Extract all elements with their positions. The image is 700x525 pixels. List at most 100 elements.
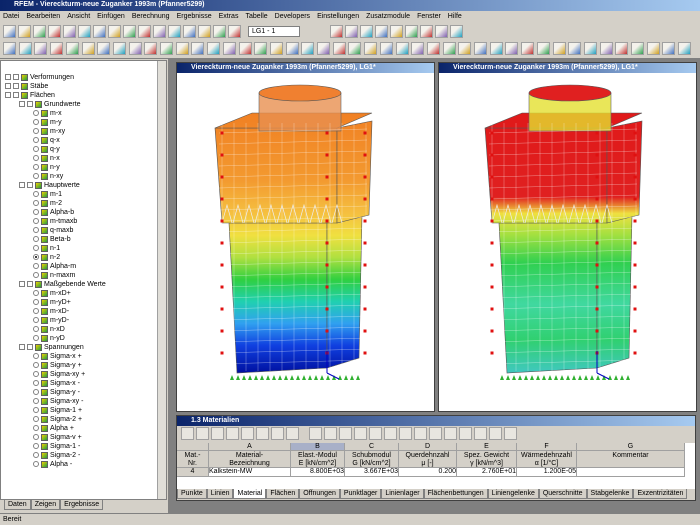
- table-tab[interactable]: Querschnitte: [538, 489, 587, 499]
- toolbar-button[interactable]: [78, 25, 91, 38]
- menu-item[interactable]: Ansicht: [67, 13, 91, 20]
- menu-item[interactable]: Einstellungen: [317, 13, 360, 20]
- toolbar-button[interactable]: [330, 25, 343, 38]
- table-button[interactable]: [286, 427, 299, 440]
- toolbar-button[interactable]: [63, 25, 76, 38]
- toolbar-button[interactable]: [207, 42, 221, 55]
- table-button[interactable]: [241, 427, 254, 440]
- tree-item[interactable]: Sigma-2 -: [33, 451, 80, 460]
- toolbar-button[interactable]: [332, 42, 346, 55]
- toolbar-button[interactable]: [390, 25, 403, 38]
- table-button[interactable]: [369, 427, 382, 440]
- menu-item[interactable]: Einfügen: [97, 13, 125, 20]
- toolbar-button[interactable]: [505, 42, 519, 55]
- table-button[interactable]: [226, 427, 239, 440]
- toolbar-button[interactable]: [50, 42, 64, 55]
- toolbar-button[interactable]: [285, 42, 299, 55]
- tree-item[interactable]: m-y: [33, 118, 62, 127]
- table-button[interactable]: [324, 427, 337, 440]
- toolbar-button[interactable]: [34, 42, 48, 55]
- table-button[interactable]: [444, 427, 457, 440]
- tree-item[interactable]: n-1: [33, 244, 60, 253]
- tree-group[interactable]: Maßgebende Werte: [19, 280, 106, 289]
- toolbar-button[interactable]: [536, 42, 550, 55]
- toolbar-button[interactable]: [144, 42, 158, 55]
- table-button[interactable]: [474, 427, 487, 440]
- toolbar-button[interactable]: [364, 42, 378, 55]
- tree-item[interactable]: n-2: [33, 253, 60, 262]
- toolbar-button[interactable]: [489, 42, 503, 55]
- tree-group[interactable]: Hauptwerte: [19, 181, 80, 190]
- toolbar-button[interactable]: [568, 42, 582, 55]
- table-button[interactable]: [414, 427, 427, 440]
- table-button[interactable]: [399, 427, 412, 440]
- toolbar-button[interactable]: [458, 42, 472, 55]
- table-button[interactable]: [211, 427, 224, 440]
- load-case-combo[interactable]: LG1 - 1: [248, 26, 300, 37]
- table-button[interactable]: [504, 427, 517, 440]
- menu-item[interactable]: Developers: [274, 13, 311, 20]
- toolbar-button[interactable]: [450, 25, 463, 38]
- toolbar-button[interactable]: [213, 25, 226, 38]
- toolbar-button[interactable]: [238, 42, 252, 55]
- toolbar-button[interactable]: [18, 42, 32, 55]
- scrollbar[interactable]: [157, 61, 166, 499]
- table-button[interactable]: [196, 427, 209, 440]
- tree-item[interactable]: Alpha-b: [33, 208, 74, 217]
- toolbar-button[interactable]: [552, 42, 566, 55]
- menu-item[interactable]: Berechnung: [131, 13, 170, 20]
- tree-item[interactable]: m-2: [33, 199, 62, 208]
- tree-node[interactable]: Flächen: [5, 91, 55, 100]
- toolbar-button[interactable]: [18, 25, 31, 38]
- toolbar-button[interactable]: [128, 42, 142, 55]
- toolbar-button[interactable]: [112, 42, 126, 55]
- toolbar-button[interactable]: [395, 42, 409, 55]
- table-tab[interactable]: Öffnungen: [299, 489, 340, 499]
- table-tab[interactable]: Material: [233, 489, 267, 499]
- toolbar-button[interactable]: [3, 42, 16, 55]
- toolbar-button[interactable]: [3, 25, 16, 38]
- toolbar-button[interactable]: [168, 25, 181, 38]
- table-tab[interactable]: Punkte: [177, 489, 207, 499]
- toolbar-button[interactable]: [138, 25, 151, 38]
- table-button[interactable]: [339, 427, 352, 440]
- tree-item[interactable]: Alpha +: [33, 424, 74, 433]
- tree-item[interactable]: Sigma-x -: [33, 379, 80, 388]
- tree-item[interactable]: q-y: [33, 145, 60, 154]
- tree-item[interactable]: n-x: [33, 154, 60, 163]
- tree-item[interactable]: m-xD-: [33, 307, 69, 316]
- toolbar-button[interactable]: [345, 25, 358, 38]
- menu-item[interactable]: Fenster: [417, 13, 441, 20]
- navigator-tab[interactable]: Zeigen: [30, 500, 61, 510]
- navigator-tab[interactable]: Ergebnisse: [60, 500, 104, 510]
- tree-item[interactable]: n-xD: [33, 325, 65, 334]
- tree-node[interactable]: Stäbe: [5, 82, 48, 91]
- toolbar-button[interactable]: [435, 25, 448, 38]
- table-button[interactable]: [354, 427, 367, 440]
- toolbar-button[interactable]: [420, 25, 433, 38]
- tree-item[interactable]: Sigma-xy -: [33, 397, 83, 406]
- tree-item[interactable]: Sigma-1 -: [33, 442, 80, 451]
- tree-item[interactable]: m-tmaxb: [33, 217, 77, 226]
- toolbar-button[interactable]: [175, 42, 189, 55]
- toolbar-button[interactable]: [301, 42, 315, 55]
- tree-item[interactable]: n-maxm: [33, 271, 75, 280]
- table-tab[interactable]: Flächenbettungen: [423, 489, 488, 499]
- table-button[interactable]: [256, 427, 269, 440]
- tree-item[interactable]: n-y: [33, 163, 60, 172]
- table-tab[interactable]: Linienlager: [381, 489, 424, 499]
- tree-item[interactable]: q-maxb: [33, 226, 73, 235]
- toolbar-button[interactable]: [426, 42, 440, 55]
- toolbar-button[interactable]: [375, 25, 388, 38]
- table-button[interactable]: [429, 427, 442, 440]
- tree-item[interactable]: Sigma-xy +: [33, 370, 85, 379]
- toolbar-button[interactable]: [228, 25, 241, 38]
- toolbar-button[interactable]: [379, 42, 393, 55]
- tree-item[interactable]: n-xy: [33, 172, 63, 181]
- table-button[interactable]: [181, 427, 194, 440]
- toolbar-button[interactable]: [348, 42, 362, 55]
- toolbar-button[interactable]: [153, 25, 166, 38]
- toolbar-button[interactable]: [411, 42, 425, 55]
- menu-item[interactable]: Bearbeiten: [26, 13, 61, 20]
- toolbar-button[interactable]: [678, 42, 692, 55]
